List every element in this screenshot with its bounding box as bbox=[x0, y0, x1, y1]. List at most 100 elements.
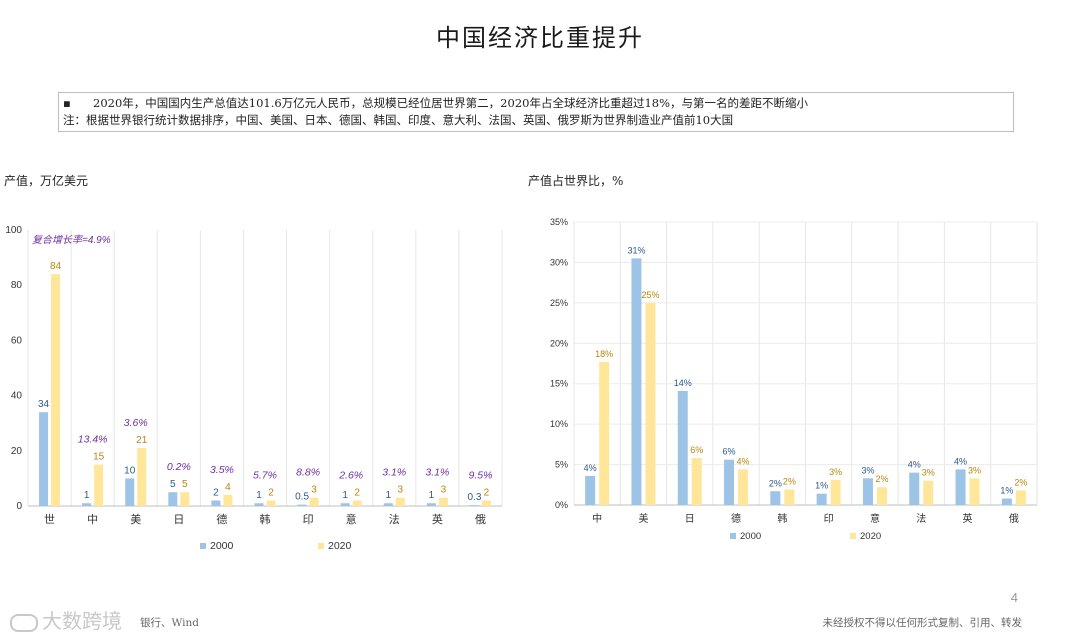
cagr-label: 13.4% bbox=[78, 434, 108, 446]
bar-2000 bbox=[168, 492, 178, 506]
data-label-2000: 2% bbox=[769, 478, 782, 488]
x-tick-label: 法 bbox=[389, 512, 400, 526]
bar-2020 bbox=[395, 497, 405, 506]
data-label-2000: 1 bbox=[256, 490, 262, 501]
bar-2020 bbox=[784, 489, 795, 505]
data-label-2000: 34 bbox=[38, 399, 50, 410]
x-tick-label: 美 bbox=[638, 512, 648, 525]
bar-2000 bbox=[340, 503, 350, 506]
data-label-2000: 0.5 bbox=[295, 492, 309, 503]
y-tick-label: 0% bbox=[555, 500, 568, 510]
x-tick-label: 日 bbox=[173, 514, 184, 526]
x-tick-label: 英 bbox=[432, 512, 443, 526]
data-label-2020: 2% bbox=[875, 474, 888, 484]
bar-2000 bbox=[585, 475, 596, 505]
bar-2020 bbox=[1015, 490, 1026, 505]
footnote-line: 注：根据世界银行统计数据排序，中国、美国、日本、德国、韩国、印度、意大利、法国、… bbox=[63, 113, 734, 127]
right-chart-unit-label: 产值占世界比，% bbox=[528, 174, 624, 188]
legend-swatch-2020 bbox=[850, 533, 856, 539]
data-label-2020: 2% bbox=[783, 477, 796, 487]
y-tick-label: 30% bbox=[550, 257, 568, 267]
footer-disclaimer: 未经授权不得以任何形式复制、引用、转发 bbox=[822, 617, 1023, 629]
bar-2000 bbox=[426, 503, 436, 506]
cagr-label: 8.8% bbox=[296, 467, 320, 479]
data-label-2000: 0.3 bbox=[468, 492, 482, 503]
summary-note-line: ▪ 2020年，中国国内生产总值达101.6万亿元人民币，总规模已经位居世界第二，… bbox=[63, 95, 1009, 112]
data-label-2000: 3% bbox=[861, 465, 874, 475]
bar-2000 bbox=[955, 469, 966, 505]
x-tick-label: 印 bbox=[824, 513, 834, 525]
y-tick-label: 35% bbox=[550, 217, 568, 227]
data-label-2020: 2 bbox=[484, 487, 490, 498]
x-tick-label: 印 bbox=[303, 513, 314, 526]
y-tick-label: 15% bbox=[550, 379, 568, 389]
x-tick-label: 德 bbox=[216, 512, 227, 526]
bar-2000 bbox=[1001, 498, 1012, 505]
legend-label-2020: 2020 bbox=[860, 531, 881, 542]
legend-swatch-2020 bbox=[318, 543, 324, 549]
x-tick-label: 法 bbox=[916, 512, 926, 525]
legend-swatch-2000 bbox=[200, 543, 206, 549]
bar-2000 bbox=[770, 491, 781, 505]
footer-source: 银行、Wind bbox=[140, 617, 199, 629]
y-tick-label: 20% bbox=[550, 338, 568, 348]
data-label-2020: 2 bbox=[354, 487, 360, 498]
data-label-2020: 21 bbox=[136, 435, 148, 446]
data-label-2000: 4% bbox=[908, 460, 921, 470]
x-tick-label: 俄 bbox=[475, 513, 486, 526]
y-tick-label: 25% bbox=[550, 298, 568, 308]
bar-2020 bbox=[691, 458, 702, 505]
data-label-2020: 3% bbox=[968, 465, 981, 475]
summary-note-box: ▪ 2020年，中国国内生产总值达101.6万亿元人民币，总规模已经位居世界第二，… bbox=[58, 92, 1014, 132]
data-label-2000: 1 bbox=[429, 490, 435, 501]
bar-2000 bbox=[724, 459, 735, 505]
bar-2020 bbox=[481, 500, 491, 506]
data-label-2000: 4% bbox=[954, 456, 967, 466]
cagr-label: 3.1% bbox=[425, 467, 449, 479]
cagr-label: 3.1% bbox=[382, 467, 406, 479]
x-tick-label: 中 bbox=[87, 513, 98, 526]
bar-2020 bbox=[223, 494, 233, 506]
bar-2020 bbox=[266, 500, 276, 506]
data-label-2000: 1 bbox=[342, 490, 348, 501]
cagr-label: 0.2% bbox=[167, 461, 191, 473]
bar-2020 bbox=[51, 274, 61, 506]
data-label-2000: 4% bbox=[584, 463, 597, 473]
bar-2020 bbox=[923, 480, 934, 505]
x-tick-label: 德 bbox=[731, 512, 741, 525]
world-share-chart: 0% 5% 10% 15% 20% 25% 30% 35% 4% 18% 中 31% 25% 美 14% 6%… bbox=[550, 217, 1038, 542]
bullet-icon: ▪ bbox=[63, 96, 71, 110]
x-tick-label: 美 bbox=[130, 513, 141, 526]
watermark-logo-icon bbox=[10, 613, 38, 632]
data-label-2020: 3% bbox=[922, 468, 935, 478]
data-label-2000: 2 bbox=[213, 487, 219, 498]
data-label-2020: 15 bbox=[93, 452, 105, 463]
data-label-2000: 1% bbox=[1000, 486, 1013, 496]
y-tick-label: 5% bbox=[555, 460, 568, 470]
bar-2020 bbox=[137, 448, 147, 506]
data-label-2020: 4% bbox=[737, 456, 750, 466]
page-title: 中国经济比重提升 bbox=[436, 24, 644, 52]
bar-2020 bbox=[438, 497, 448, 506]
bar-2020 bbox=[352, 500, 362, 506]
cagr-label: 2.6% bbox=[338, 469, 363, 481]
x-tick-label: 韩 bbox=[777, 512, 787, 525]
data-label-2000: 1% bbox=[815, 481, 828, 491]
bar-2020 bbox=[599, 361, 610, 505]
data-label-2000: 1 bbox=[84, 490, 90, 501]
summary-text: 2020年，中国国内生产总值达101.6万亿元人民币，总规模已经位居世界第二，2… bbox=[93, 96, 809, 110]
y-tick-label: 10% bbox=[550, 419, 568, 429]
data-label-2020: 5 bbox=[182, 479, 188, 490]
legend-label-2000: 2000 bbox=[740, 531, 761, 542]
bar-2000 bbox=[862, 478, 873, 505]
x-tick-label: 俄 bbox=[1009, 513, 1019, 525]
data-label-2000: 10 bbox=[124, 465, 136, 476]
bar-2000 bbox=[39, 412, 49, 506]
bar-2000 bbox=[383, 503, 393, 506]
cagr-label: 5.7% bbox=[253, 469, 277, 481]
y-tick-label: 40 bbox=[11, 391, 23, 402]
bar-2020 bbox=[180, 492, 190, 506]
data-label-2020: 3% bbox=[829, 467, 842, 477]
data-label-2020: 6% bbox=[690, 445, 703, 455]
bar-2020 bbox=[876, 487, 887, 505]
